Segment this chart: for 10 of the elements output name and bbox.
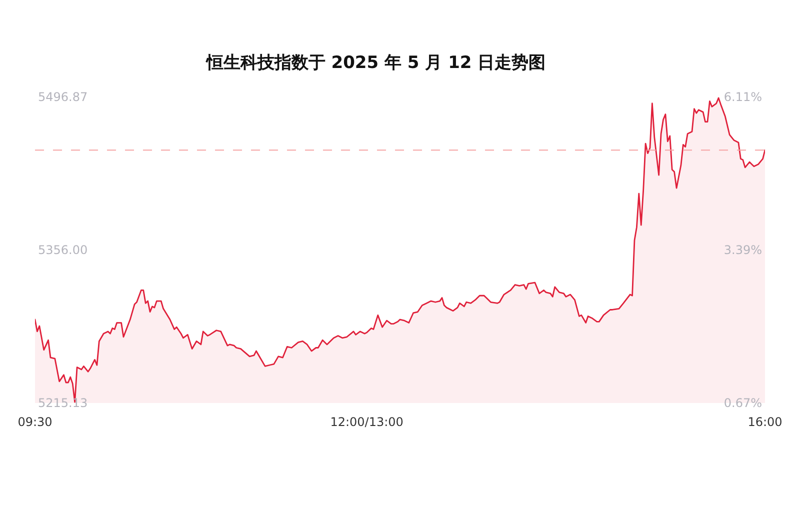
chart-title: 恒生科技指数于 2025 年 5 月 12 日走势图 bbox=[205, 52, 546, 73]
y-tick-label: 5356.00 bbox=[38, 243, 88, 258]
y2-tick-label: 6.11% bbox=[724, 90, 762, 104]
x-tick-label: 12:00/13:00 bbox=[330, 415, 404, 429]
y2-tick-label: 0.67% bbox=[724, 396, 762, 410]
y-tick-label: 5215.13 bbox=[38, 396, 88, 410]
x-tick-label: 09:30 bbox=[18, 415, 52, 429]
y2-tick-label: 3.39% bbox=[724, 243, 762, 258]
y-tick-label: 5496.87 bbox=[38, 90, 88, 104]
x-tick-label: 16:00 bbox=[748, 415, 782, 429]
